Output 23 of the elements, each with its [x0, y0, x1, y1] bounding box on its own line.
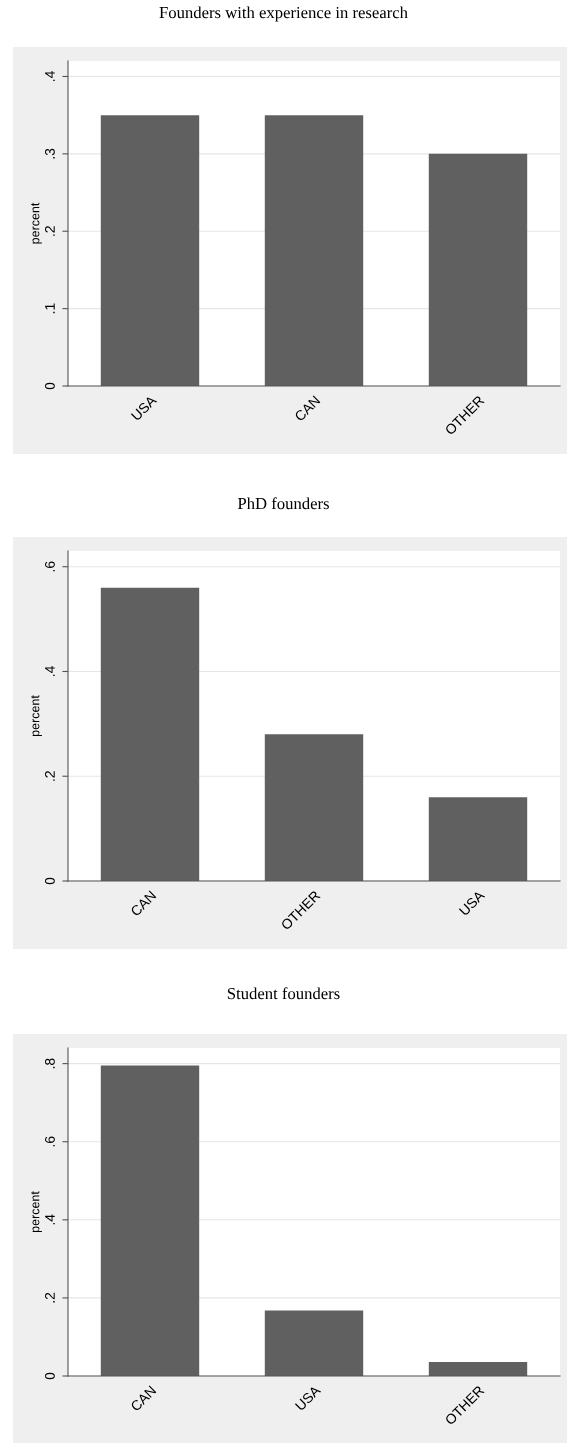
- y-axis-title: percent: [31, 1191, 42, 1233]
- chart-title: PhD founders: [237, 497, 329, 510]
- y-tick-label: 0: [45, 382, 55, 390]
- y-tick-label: .4: [45, 71, 55, 81]
- x-tick-label: USA: [294, 1384, 322, 1411]
- y-axis-title: percent: [31, 202, 42, 244]
- y-tick-label: .4: [45, 666, 55, 676]
- chart-title: Founders with experience in research: [159, 6, 408, 22]
- y-tick-label: .8: [45, 1058, 55, 1069]
- y-tick-label: .1: [45, 303, 55, 314]
- y-axis-title: percent: [31, 695, 42, 737]
- chart-title: Student founders: [227, 987, 340, 1000]
- y-tick-label: .6: [45, 561, 55, 572]
- x-tick-label: USA: [458, 889, 486, 916]
- y-tick-label: .3: [45, 148, 55, 159]
- y-tick-label: .4: [45, 1214, 55, 1225]
- y-tick-label: .2: [45, 771, 55, 781]
- y-tick-label: 0: [45, 877, 55, 885]
- y-tick-label: .2: [45, 226, 55, 236]
- y-tick-label: 0: [45, 1372, 55, 1380]
- y-tick-label: .6: [45, 1136, 55, 1147]
- x-tick-label: USA: [130, 394, 158, 421]
- y-tick-label: .2: [45, 1292, 55, 1303]
